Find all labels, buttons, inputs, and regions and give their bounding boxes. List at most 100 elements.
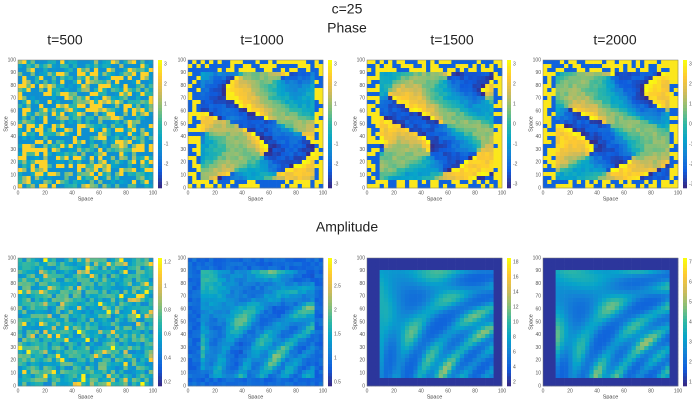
heatmap-cell [589, 96, 594, 100]
colorbar-cell [328, 172, 332, 176]
heatmap-cell [615, 168, 620, 172]
heatmap-cell [556, 180, 561, 184]
heatmap-cell [56, 358, 61, 362]
heatmap-cell [149, 136, 154, 140]
heatmap-cell [132, 128, 137, 132]
heatmap-cell [409, 164, 414, 168]
y-tick-label: 40 [10, 134, 16, 140]
heatmap-cell [422, 72, 427, 76]
heatmap-cell [69, 116, 74, 120]
heatmap-cell [640, 96, 645, 100]
heatmap-cell [277, 168, 282, 172]
heatmap-cell [277, 148, 282, 152]
heatmap-cell [397, 120, 402, 124]
heatmap-cell [64, 318, 69, 322]
heatmap-cell [568, 144, 573, 148]
heatmap-cell [636, 180, 641, 184]
heatmap-cell [26, 84, 31, 88]
heatmap-cell [413, 180, 418, 184]
heatmap-cell [413, 88, 418, 92]
heatmap-cell [98, 76, 103, 80]
heatmap-cell [285, 104, 290, 108]
heatmap-cell [485, 132, 490, 136]
heatmap-cell [243, 60, 248, 64]
heatmap-cell [564, 168, 569, 172]
colorbar-tick-label: -3 [513, 181, 518, 187]
heatmap-cell [77, 100, 82, 104]
heatmap-cell [136, 108, 141, 112]
heatmap-cell [115, 172, 120, 176]
heatmap-cell [90, 136, 95, 140]
heatmap-cell [39, 124, 44, 128]
heatmap-cell [397, 184, 402, 188]
heatmap-cell [564, 112, 569, 116]
heatmap-cell [636, 76, 641, 80]
heatmap-cell [439, 176, 444, 180]
heatmap-cell [60, 144, 65, 148]
heatmap-cell [39, 366, 44, 370]
heatmap-cell [22, 298, 27, 302]
heatmap-cell [81, 76, 86, 80]
heatmap-cell [619, 76, 624, 80]
heatmap-cell [90, 120, 95, 124]
heatmap-cell [564, 140, 569, 144]
heatmap-cell [285, 172, 290, 176]
heatmap-cell [48, 168, 53, 172]
heatmap-cell [636, 136, 641, 140]
heatmap-cell [653, 88, 658, 92]
heatmap-cell [498, 108, 503, 112]
heatmap-cell [98, 64, 103, 68]
heatmap-cell [413, 64, 418, 68]
heatmap-cell [222, 92, 227, 96]
heatmap-cell [81, 378, 86, 382]
heatmap-cell [464, 92, 469, 96]
heatmap-cell [367, 72, 372, 76]
heatmap-cell [94, 298, 99, 302]
colorbar-cell [328, 146, 332, 150]
y-tick-label: 50 [180, 121, 186, 127]
heatmap-cell [573, 120, 578, 124]
heatmap-cell [456, 88, 461, 92]
heatmap-cell [48, 382, 53, 386]
heatmap-cell [594, 176, 599, 180]
heatmap-cell [388, 128, 393, 132]
heatmap-cell [380, 124, 385, 128]
heatmap-cell [52, 290, 57, 294]
heatmap-cell [665, 108, 670, 112]
heatmap-cell [443, 100, 448, 104]
heatmap-cell [222, 128, 227, 132]
heatmap-cell [543, 136, 548, 140]
heatmap-cell [56, 290, 61, 294]
heatmap-cell [64, 354, 69, 358]
heatmap-cell [18, 258, 23, 262]
heatmap-cell [665, 140, 670, 144]
heatmap-cell [60, 306, 65, 310]
heatmap-cell [247, 68, 252, 72]
heatmap-cell [251, 112, 256, 116]
heatmap-cell [367, 132, 372, 136]
heatmap-cell [268, 76, 273, 80]
heatmap-cell [31, 342, 36, 346]
heatmap-cell [98, 84, 103, 88]
heatmap-cell [632, 120, 637, 124]
heatmap-cell [589, 64, 594, 68]
heatmap-cell [443, 116, 448, 120]
heatmap-cell [149, 132, 154, 136]
heatmap-cell [598, 96, 603, 100]
heatmap-cell [494, 76, 499, 80]
heatmap-cell [611, 64, 616, 68]
heatmap-cell [222, 176, 227, 180]
heatmap-cell [56, 366, 61, 370]
heatmap-cell [56, 68, 61, 72]
heatmap-cell [405, 72, 410, 76]
heatmap-cell [107, 168, 112, 172]
heatmap-cell [260, 172, 265, 176]
heatmap-cell [48, 96, 53, 100]
heatmap-cell [489, 136, 494, 140]
heatmap-cell [73, 346, 78, 350]
heatmap-cell [589, 176, 594, 180]
heatmap-cell [665, 100, 670, 104]
heatmap-cell [94, 366, 99, 370]
heatmap-cell [644, 112, 649, 116]
heatmap-cell [302, 108, 307, 112]
